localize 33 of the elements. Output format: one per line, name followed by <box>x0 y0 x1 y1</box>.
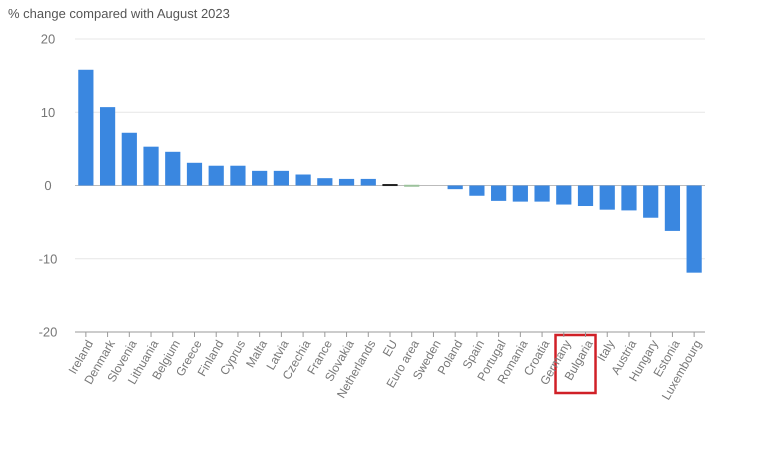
bar <box>143 146 159 186</box>
bar <box>360 178 376 186</box>
y-tick-label: 20 <box>40 32 56 47</box>
bar <box>274 170 289 186</box>
bar <box>512 186 528 202</box>
bar <box>165 152 180 186</box>
bar <box>208 166 224 186</box>
y-tick-label: -10 <box>38 251 58 266</box>
bar <box>534 186 550 202</box>
bar <box>230 166 246 186</box>
bar <box>448 186 463 190</box>
bar <box>578 186 594 206</box>
y-tick-label: -20 <box>38 324 58 340</box>
bar <box>100 107 116 186</box>
bar <box>664 186 680 231</box>
bar <box>296 174 311 186</box>
bar <box>338 178 354 186</box>
bar <box>78 70 94 186</box>
bar <box>122 132 137 186</box>
bar <box>186 162 202 186</box>
bar <box>556 186 572 205</box>
bar <box>643 186 658 218</box>
x-tick-label: EU <box>380 338 400 360</box>
bar <box>491 186 506 201</box>
chart-subtitle: % change compared with August 2023 <box>8 6 230 21</box>
bar <box>317 178 332 186</box>
bar <box>686 186 702 273</box>
bar <box>600 186 615 210</box>
bar <box>252 170 268 186</box>
bar <box>469 186 484 196</box>
y-tick-label: 10 <box>40 104 56 120</box>
y-tick-label: 0 <box>44 178 52 194</box>
bar <box>621 186 637 210</box>
